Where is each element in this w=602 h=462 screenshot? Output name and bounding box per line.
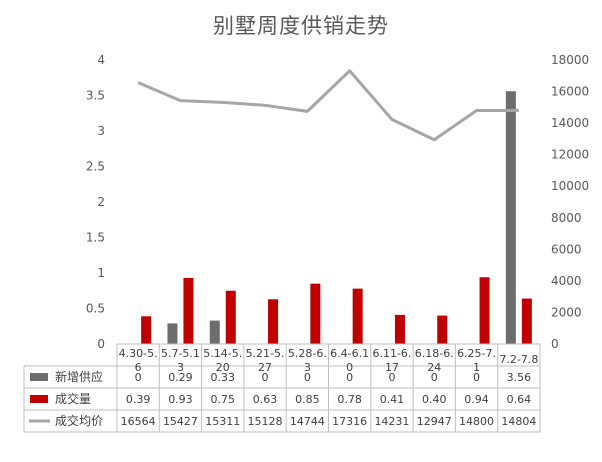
y-tick-label: 3 [97,124,105,138]
bar-supply [505,91,516,345]
y-tick-label: 1.5 [86,231,105,245]
y2-tick-label: 12000 [551,148,589,162]
chart-title: 别墅周度供销走势 [213,14,389,38]
y-tick-label: 3.5 [86,89,105,103]
data-table-cell: 0 [473,371,480,384]
legend-label: 成交均价 [55,413,103,428]
data-table-cell: 0 [346,371,353,384]
data-table-cell: 0 [431,371,438,384]
data-table-cell: 0 [304,371,311,384]
data-table-cell: 0.78 [337,393,362,406]
legend-key-volume [30,395,48,403]
data-table-cell: 0.94 [464,393,489,406]
y2-tick-label: 4000 [551,274,582,288]
x-tick-label: 5.7-5.1 3 [161,347,200,374]
data-table-cell: 15427 [163,415,198,428]
bar-volume [310,283,321,344]
y2-tick-label: 10000 [551,179,589,193]
data-table-cell: 14744 [290,415,325,428]
data-table-cell: 17316 [332,415,367,428]
legend-key-supply [30,373,48,381]
y-tick-label: 2 [97,195,105,209]
y-tick-label: 2.5 [86,160,105,174]
y2-tick-label: 16000 [551,85,589,99]
bar-volume [183,277,194,344]
bar-volume [394,314,405,344]
x-tick-label: 6.25-7. 1 [457,347,496,374]
bar-volume [268,299,279,344]
data-table-cell: 0.41 [380,393,405,406]
bar-volume [521,298,532,344]
x-tick-label: 4.30-5. 6 [119,347,158,374]
data-table-cell: 14800 [459,415,494,428]
x-tick-label: 7.2-7.8 [499,353,538,366]
bar-volume [225,290,236,344]
data-table-cell: 3.56 [507,371,532,384]
bar-volume [437,315,448,344]
y2-tick-label: 18000 [551,53,589,67]
y2-tick-label: 6000 [551,242,582,256]
data-table-cell: 0 [388,371,395,384]
data-table-cell: 0.93 [168,393,193,406]
bar-volume [352,288,363,344]
data-table-cell: 14804 [501,415,536,428]
y2-tick-label: 2000 [551,305,582,319]
bar-volume [479,277,490,344]
data-table-cell: 0.75 [211,393,236,406]
legend-label: 新增供应 [55,369,103,384]
data-table-cell: 0 [262,371,269,384]
bar-supply [167,323,178,344]
data-table-cell: 0.29 [168,371,193,384]
data-table-cell: 15311 [205,415,240,428]
data-table-cell: 15128 [248,415,283,428]
data-table-cell: 0.33 [211,371,236,384]
bar-supply [209,320,220,344]
data-table-cell: 0 [135,371,142,384]
x-tick-label: 5.28-6. 3 [288,347,327,374]
y2-tick-label: 8000 [551,211,582,225]
legend-label: 成交量 [55,391,91,406]
data-table-cell: 0.63 [253,393,278,406]
y2-tick-label: 0 [551,337,559,351]
data-table-cell: 0.39 [126,393,151,406]
y-tick-label: 0 [97,337,105,351]
data-table-cell: 0.64 [507,393,532,406]
y2-tick-label: 14000 [551,116,589,130]
line-avg-price [137,69,519,142]
x-tick-label: 6.11-6. 17 [372,347,411,374]
x-tick-label: 5.21-5. 27 [246,347,285,374]
bar-volume [141,316,152,344]
data-table-cell: 12947 [417,415,452,428]
x-tick-label: 6.4-6.1 0 [330,347,369,374]
x-tick-label: 6.18-6. 24 [415,347,454,374]
y-tick-label: 4 [97,53,105,67]
data-table-cell: 0.40 [422,393,447,406]
y-tick-label: 0.5 [86,302,105,316]
y-tick-label: 1 [97,266,105,280]
data-table-cell: 14231 [374,415,409,428]
x-tick-label: 5.14-5. 20 [203,347,242,374]
data-table-cell: 0.85 [295,393,320,406]
data-table-cell: 16564 [121,415,156,428]
